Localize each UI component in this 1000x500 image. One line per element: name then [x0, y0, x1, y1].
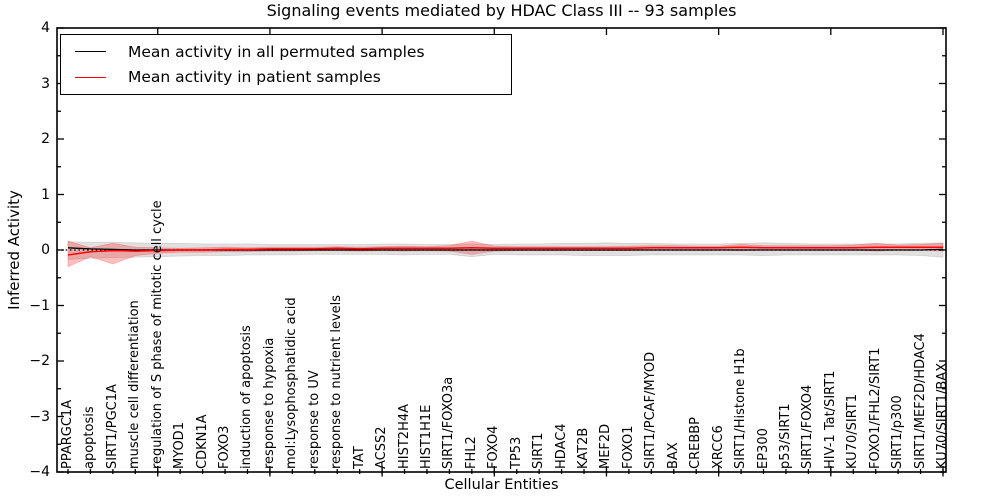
- x-tick-label: KU70/SIRT1: [845, 394, 861, 469]
- x-tick-label: mol:Lysophosphatidic acid: [284, 297, 300, 469]
- x-tick-label: KAT2B: [576, 427, 592, 469]
- x-tick-label: SIRT1/PGC1A: [104, 384, 120, 469]
- x-tick-label: HIST2H4A: [396, 403, 412, 469]
- legend-entry-patient: Mean activity in patient samples: [75, 68, 511, 86]
- legend-label-patient: Mean activity in patient samples: [128, 68, 381, 87]
- x-tick-label: SIRT1/p300: [890, 395, 906, 469]
- x-tick-label: SIRT1/MEF2D/HDAC4: [912, 333, 928, 469]
- x-tick-label: SIRT1/Histone H1b: [733, 348, 749, 469]
- x-tick-label: muscle cell differentiation: [127, 300, 143, 469]
- x-tick-label: apoptosis: [82, 406, 98, 469]
- x-tick-label: BAX: [665, 442, 681, 469]
- x-tick-label: SIRT1: [531, 432, 547, 469]
- legend-line-patient-icon: [75, 76, 106, 78]
- x-tick-label: MYOD1: [172, 422, 188, 469]
- x-tick-label: FOXO1: [620, 425, 636, 469]
- y-tick-label: 1: [41, 186, 50, 203]
- x-tick-label: TAT: [351, 446, 367, 469]
- x-tick-label: FOXO1/FHL2/SIRT1: [867, 347, 883, 469]
- x-tick-label: XRCC6: [710, 425, 726, 469]
- y-tick-label: −3: [29, 408, 50, 425]
- legend-line-permuted-icon: [75, 51, 106, 53]
- y-tick-label: −1: [29, 297, 50, 314]
- x-tick-label: HIV-1 Tat/SIRT1: [822, 370, 838, 469]
- y-tick-label: 3: [41, 75, 50, 92]
- patient-mean-line: [67, 246, 943, 256]
- x-tick-label: SIRT1/FOXO4: [800, 384, 816, 469]
- x-tick-label: HDAC4: [553, 423, 569, 469]
- x-tick-label: CDKN1A: [194, 414, 210, 469]
- x-tick-label: FHL2: [463, 436, 479, 469]
- x-axis-label: Cellular Entities: [444, 477, 559, 493]
- legend-box: Mean activity in all permuted samples Me…: [60, 34, 512, 95]
- x-tick-label: p53/SIRT1: [777, 403, 793, 469]
- x-tick-label: ACSS2: [374, 426, 390, 469]
- x-tick-label: SIRT1/FOXO3a: [441, 376, 457, 469]
- x-tick-label: FOXO3: [217, 425, 233, 469]
- x-tick-label: response to nutrient levels: [329, 294, 345, 469]
- x-tick-label: induction of apoptosis: [239, 325, 255, 469]
- x-tick-label: HIST1H1E: [418, 404, 434, 469]
- y-tick-label: −2: [29, 353, 50, 369]
- x-tick-label: TP53: [508, 436, 524, 469]
- x-tick-label: response to UV: [306, 370, 322, 469]
- x-tick-label: MEF2D: [598, 423, 614, 469]
- x-tick-label: regulation of S phase of mitotic cell cy…: [149, 200, 165, 469]
- legend-label-permuted: Mean activity in all permuted samples: [128, 42, 425, 61]
- x-tick-label: KU70/SIRT1/BAX: [935, 362, 950, 469]
- y-tick-label: 4: [41, 20, 50, 36]
- legend-entry-permuted: Mean activity in all permuted samples: [75, 43, 511, 61]
- x-tick-label: response to hypoxia: [261, 337, 277, 469]
- y-tick-label: 0: [41, 242, 50, 258]
- chart-title: Signaling events mediated by HDAC Class …: [266, 1, 737, 20]
- y-tick-label: 2: [41, 131, 50, 147]
- x-tick-label: SIRT1/PCAF/MYOD: [643, 351, 659, 469]
- y-tick-label: −4: [29, 464, 50, 480]
- x-tick-label: FOXO4: [486, 425, 502, 469]
- x-tick-label: CREBBP: [688, 417, 704, 469]
- x-tick-label: PPARGC1A: [60, 399, 75, 469]
- x-tick-label: EP300: [755, 428, 771, 469]
